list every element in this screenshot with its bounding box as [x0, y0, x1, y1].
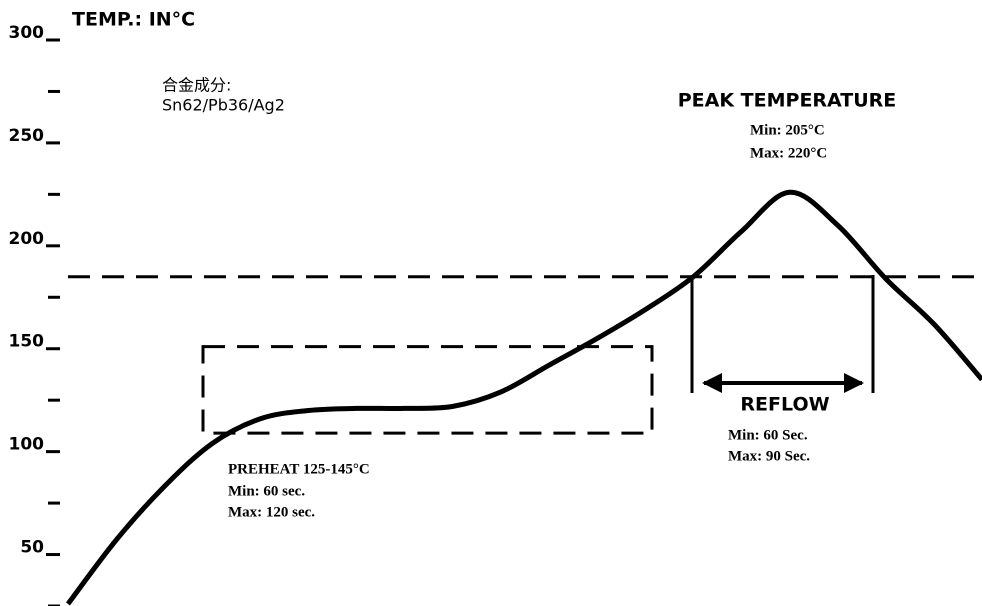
annotation: Min: 205°C: [750, 122, 825, 138]
preheat-box: [201, 345, 654, 435]
y-tick-label: 200: [9, 229, 45, 249]
chart-title: TEMP.: IN°C: [72, 9, 195, 31]
annotation: Max: 120 sec.: [228, 504, 315, 520]
annotation: Min: 60 Sec.: [728, 427, 808, 443]
y-tick-label: 250: [9, 126, 45, 146]
annotation: Sn62/Pb36/Ag2: [162, 96, 285, 115]
annotation: PEAK TEMPERATURE: [678, 90, 897, 112]
annotation: PREHEAT 125-145°C: [228, 461, 370, 477]
annotation: REFLOW: [740, 394, 829, 416]
y-tick-label: 300: [9, 23, 45, 43]
profile-line: [66, 189, 982, 606]
y-tick-label: 100: [9, 435, 45, 455]
y-tick-label: 50: [20, 538, 44, 558]
annotation: 合金成分:: [162, 76, 231, 95]
annotation: Max: 220°C: [750, 145, 827, 161]
annotation: Max: 90 Sec.: [728, 448, 810, 464]
annotation: Min: 60 sec.: [228, 483, 305, 499]
y-tick-label: 150: [9, 332, 45, 352]
